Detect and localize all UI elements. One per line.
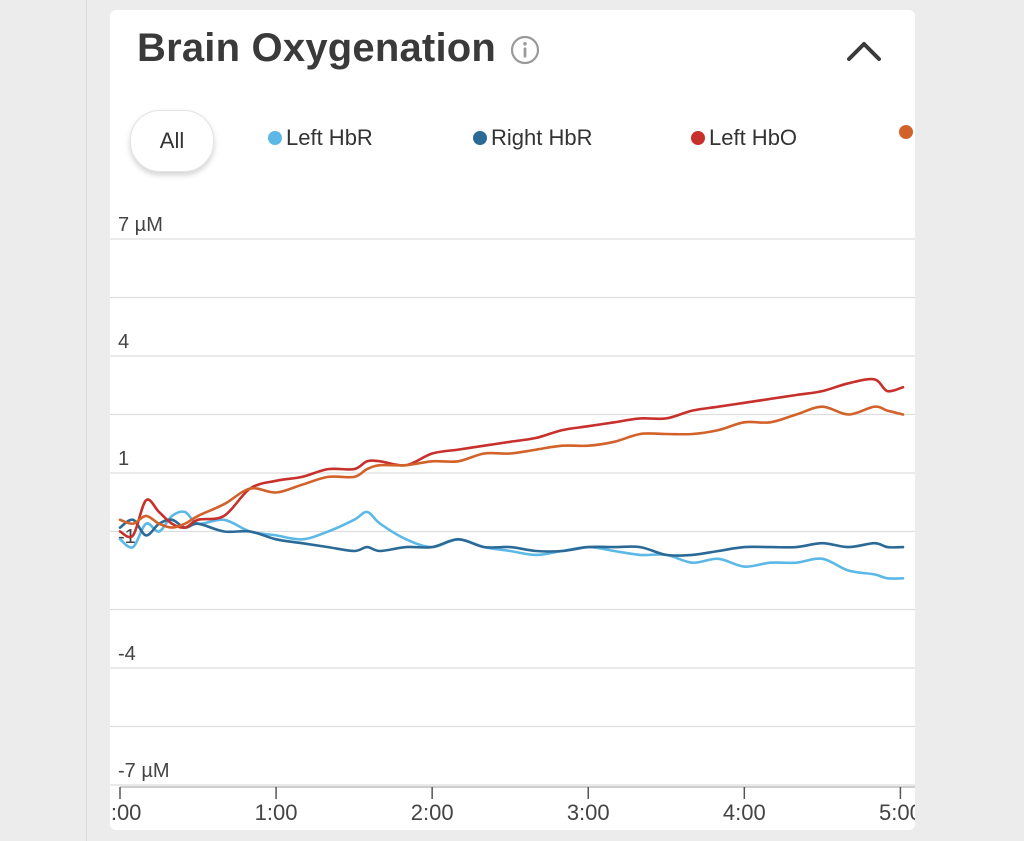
y-tick-label: 7 µM [118, 214, 163, 236]
x-tick-label: 2:00 [411, 800, 454, 825]
filter-all-label: All [159, 128, 185, 153]
series-line-series [118, 405, 905, 529]
series-line-left-hbr [118, 510, 905, 580]
chevron-up-icon[interactable] [844, 38, 884, 64]
y-tick-label: 4 [118, 331, 129, 353]
legend-label: Left HbO [709, 125, 798, 150]
legend-item-left-hbo[interactable]: Left HbO [691, 125, 797, 151]
legend-item-left-hbr[interactable]: Left HbR [268, 125, 373, 151]
x-tick-label: 3:00 [567, 800, 610, 825]
x-tick-label: 1:00 [255, 800, 298, 825]
legend-label: Right HbR [491, 125, 593, 150]
legend-dot [268, 131, 282, 145]
legend-dot [473, 131, 487, 145]
y-tick-label: 1 [118, 448, 129, 470]
brain-oxygenation-card: Brain Oxygenation All Left HbR Right HbR… [110, 10, 915, 830]
x-tick-label: 5:00 [879, 800, 915, 825]
legend-item-truncated[interactable] [899, 125, 915, 139]
series-line-left-hbo [118, 377, 905, 539]
page-divider [86, 0, 87, 841]
filter-all-button[interactable]: All [130, 110, 214, 172]
legend-label: Left HbR [286, 125, 373, 150]
x-tick-label: 4:00 [723, 800, 766, 825]
card-title: Brain Oxygenation [137, 26, 497, 70]
legend-item-right-hbr[interactable]: Right HbR [473, 125, 592, 151]
series-line-right-hbr [118, 518, 905, 557]
legend-dot [899, 125, 913, 139]
y-tick-label: -4 [118, 643, 136, 665]
y-tick-label: -7 µM [118, 760, 170, 782]
info-icon[interactable] [510, 35, 540, 65]
x-tick-label: 0:00 [110, 800, 141, 825]
legend-dot [691, 131, 705, 145]
